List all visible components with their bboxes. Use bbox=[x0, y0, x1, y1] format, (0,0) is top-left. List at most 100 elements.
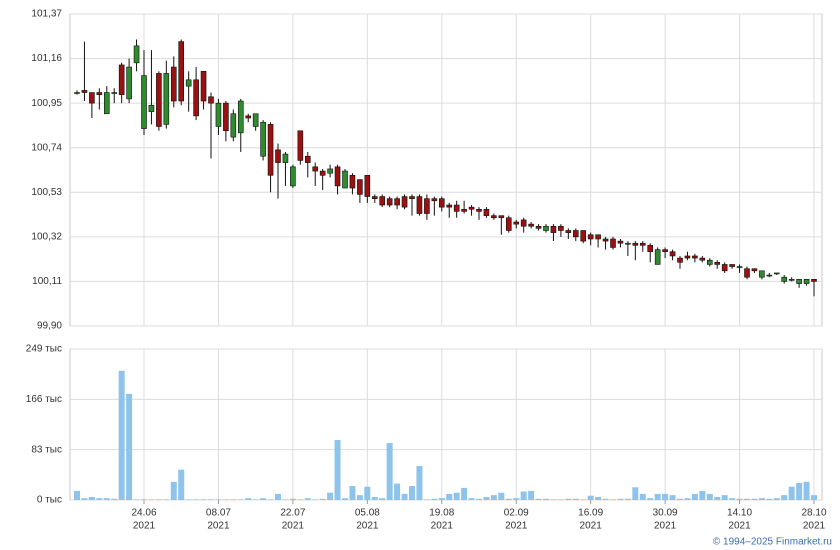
volume-bar bbox=[423, 499, 430, 500]
candle-body bbox=[74, 92, 80, 94]
candle-body bbox=[327, 168, 333, 174]
candle-body bbox=[304, 155, 311, 163]
candle-body bbox=[223, 102, 229, 132]
candle-body bbox=[483, 208, 490, 216]
volume-bar bbox=[706, 493, 713, 500]
volume-bar bbox=[714, 496, 721, 500]
volume-bar bbox=[312, 499, 319, 500]
x-tick-year: 2021 bbox=[282, 521, 305, 532]
candle-body bbox=[744, 268, 750, 278]
candle-body bbox=[677, 257, 683, 263]
x-tick-year: 2021 bbox=[505, 521, 528, 532]
candle-body bbox=[610, 238, 616, 248]
x-tick-label: 19.08 bbox=[429, 508, 454, 519]
volume-bar bbox=[751, 498, 758, 500]
y-tick-label: 100,53 bbox=[31, 187, 62, 198]
volume-bar bbox=[379, 498, 386, 500]
candle-body bbox=[736, 266, 743, 268]
volume-bar bbox=[803, 481, 810, 500]
volume-bar bbox=[222, 499, 229, 500]
x-tick-label: 16.09 bbox=[578, 508, 603, 519]
volume-bar bbox=[148, 499, 155, 500]
volume-bar bbox=[468, 498, 475, 500]
x-tick-year: 2021 bbox=[356, 521, 379, 532]
volume-bar bbox=[342, 498, 348, 500]
volume-bar bbox=[490, 495, 497, 500]
candle-body bbox=[141, 75, 147, 129]
candle-body bbox=[565, 230, 572, 233]
volume-bar bbox=[118, 370, 125, 500]
candle-body bbox=[394, 198, 400, 206]
volume-bar bbox=[528, 490, 535, 500]
volume-bar bbox=[483, 496, 490, 500]
volume-bar bbox=[781, 495, 788, 500]
candle-body bbox=[491, 215, 497, 219]
volume-bar bbox=[103, 498, 110, 500]
candle-body bbox=[156, 73, 162, 127]
volume-bar bbox=[133, 499, 140, 500]
volume-bar bbox=[334, 439, 341, 500]
candle-body bbox=[357, 179, 363, 195]
candle-body bbox=[185, 79, 192, 87]
candle-body bbox=[401, 196, 408, 208]
volume-bar bbox=[766, 498, 773, 500]
volume-bar bbox=[208, 499, 214, 500]
candle-body bbox=[133, 45, 140, 64]
volume-bar bbox=[193, 499, 200, 500]
volume-bar bbox=[409, 486, 415, 500]
candle-body bbox=[654, 249, 661, 265]
candle-body bbox=[706, 259, 713, 265]
candle-body bbox=[364, 175, 371, 197]
volume-bar bbox=[289, 498, 296, 500]
x-tick-label: 30.09 bbox=[653, 508, 678, 519]
candle-body bbox=[178, 41, 185, 102]
volume-bar bbox=[565, 498, 572, 500]
volume-bar bbox=[617, 498, 624, 500]
candle-body bbox=[587, 234, 594, 240]
candle-body bbox=[513, 221, 520, 225]
credit: © 1994–2025 Finmarket.ru bbox=[713, 537, 832, 548]
candle-body bbox=[81, 90, 88, 93]
x-tick-year: 2021 bbox=[207, 521, 230, 532]
x-tick-year: 2021 bbox=[431, 521, 454, 532]
volume-bar bbox=[416, 466, 423, 500]
candle-body bbox=[684, 255, 691, 259]
volume-bar bbox=[729, 498, 736, 500]
volume-bar bbox=[126, 393, 133, 500]
y-tick-label: 99,90 bbox=[37, 321, 62, 332]
volume-bar bbox=[535, 498, 542, 500]
volume-bar bbox=[386, 442, 393, 500]
candle-body bbox=[275, 149, 281, 163]
candle-body bbox=[803, 279, 810, 284]
candle-body bbox=[126, 66, 132, 100]
x-tick-label: 22.07 bbox=[280, 508, 305, 519]
volume-bar bbox=[610, 499, 616, 500]
volume-bar bbox=[252, 499, 259, 500]
candle-body bbox=[558, 225, 564, 231]
volume-bar bbox=[245, 498, 252, 500]
candle-body bbox=[163, 73, 170, 125]
candle-body bbox=[260, 121, 266, 157]
volume-bar bbox=[505, 498, 512, 500]
volume-bar bbox=[669, 495, 676, 500]
candle-body bbox=[282, 153, 289, 163]
candle-body bbox=[781, 276, 788, 282]
volume-bar bbox=[691, 493, 698, 500]
volume-bar bbox=[595, 496, 602, 500]
volume-bar bbox=[744, 498, 750, 500]
volume-bar bbox=[773, 498, 780, 500]
volume-bar bbox=[319, 498, 326, 500]
x-tick-year: 2021 bbox=[133, 521, 156, 532]
volume-bar bbox=[572, 498, 579, 500]
volume-bar bbox=[438, 498, 445, 500]
y-tick-label: 166 тыс bbox=[26, 394, 62, 405]
volume-bar bbox=[81, 498, 88, 500]
x-tick-year: 2021 bbox=[654, 521, 677, 532]
volume-bar bbox=[580, 499, 587, 500]
candle-body bbox=[252, 113, 259, 127]
candle-body bbox=[721, 264, 728, 272]
candle-body bbox=[572, 230, 579, 238]
x-tick-label: 05.08 bbox=[355, 508, 380, 519]
